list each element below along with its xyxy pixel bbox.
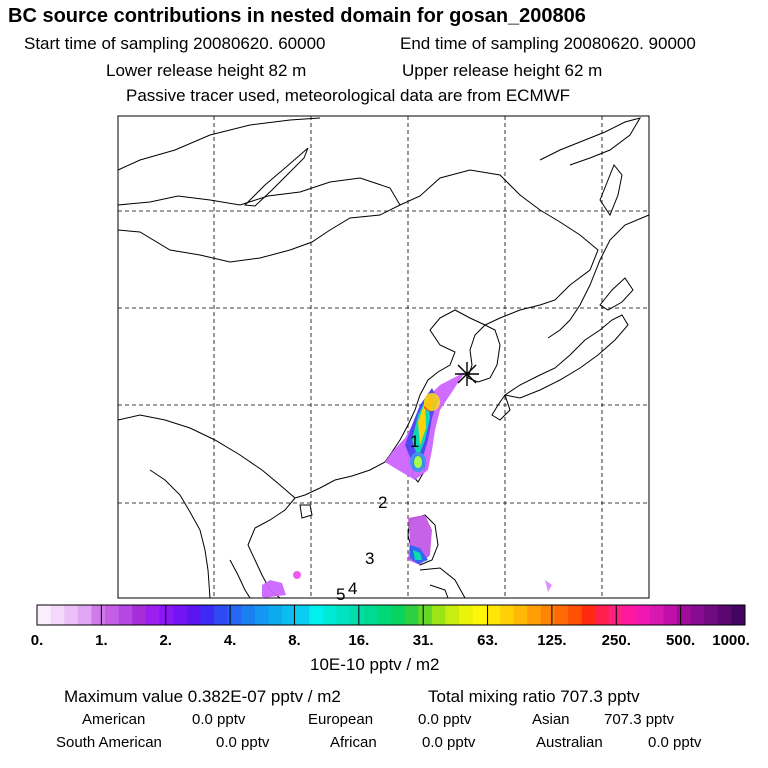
colorbar-swatch bbox=[499, 605, 515, 625]
colorbar-swatch bbox=[322, 605, 338, 625]
map-frame bbox=[117, 115, 650, 599]
colorbar-tick-label: 1000. bbox=[712, 632, 750, 649]
colorbar-swatch bbox=[568, 605, 583, 625]
colorbar-swatch bbox=[418, 605, 433, 625]
colorbar-swatch bbox=[717, 605, 732, 625]
colorbar-swatch bbox=[295, 605, 310, 625]
australian-label: Australian bbox=[536, 734, 603, 751]
colorbar-swatch bbox=[690, 605, 705, 625]
colorbar bbox=[36, 604, 746, 626]
colorbar-swatch bbox=[554, 605, 569, 625]
colorbar-swatch bbox=[391, 605, 406, 625]
region-label: 2 bbox=[378, 493, 387, 512]
colorbar-swatch bbox=[731, 605, 746, 625]
region-label: 5 bbox=[336, 585, 345, 604]
coastlines bbox=[117, 117, 650, 599]
colorbar-swatch bbox=[268, 605, 283, 625]
colorbar-swatch bbox=[282, 605, 297, 625]
region-label: 4 bbox=[348, 579, 357, 598]
american-label: American bbox=[82, 711, 146, 728]
gosan-station-marker bbox=[455, 362, 479, 386]
asian-value: 707.3 pptv bbox=[604, 711, 675, 728]
colorbar-tick-label: 16. bbox=[348, 632, 370, 649]
colorbar-tick-label: 500. bbox=[666, 632, 696, 649]
colorbar-swatch bbox=[254, 605, 269, 625]
colorbar-swatch bbox=[132, 605, 147, 625]
colorbar-swatch bbox=[622, 605, 637, 625]
australian-value: 0.0 pptv bbox=[648, 734, 702, 751]
colorbar-unit: 10E-10 pptv / m2 bbox=[310, 655, 440, 674]
colorbar-swatch bbox=[663, 605, 678, 625]
colorbar-swatch bbox=[159, 605, 174, 625]
region-label: 3 bbox=[365, 549, 374, 568]
colorbar-swatch bbox=[431, 605, 446, 625]
colorbar-swatch bbox=[227, 605, 242, 625]
african-label: African bbox=[330, 734, 377, 751]
upper-release-height: Upper release height 62 m bbox=[402, 61, 603, 80]
plot-title: BC source contributions in nested domain… bbox=[8, 5, 586, 27]
max-value: Maximum value 0.382E-07 pptv / m2 bbox=[64, 687, 341, 706]
colorbar-tick-label: 0. bbox=[30, 632, 44, 649]
start-time: Start time of sampling 20080620. 60000 bbox=[24, 34, 326, 53]
colorbar-swatch bbox=[527, 605, 542, 625]
colorbar-swatch bbox=[118, 605, 133, 625]
colorbar-tick-label: 8. bbox=[288, 632, 301, 649]
end-time: End time of sampling 20080620. 90000 bbox=[400, 34, 696, 53]
colorbar-swatch bbox=[676, 605, 692, 625]
african-value: 0.0 pptv bbox=[422, 734, 476, 751]
colorbar-swatch bbox=[513, 605, 528, 625]
colorbar-swatch bbox=[445, 605, 460, 625]
colorbar-swatch bbox=[404, 605, 419, 625]
colorbar-tick-label: 1. bbox=[95, 632, 108, 649]
colorbar-tick-label: 4. bbox=[223, 632, 237, 649]
colorbar-swatch bbox=[186, 605, 201, 625]
colorbar-tick-label: 63. bbox=[477, 632, 498, 649]
colorbar-swatch bbox=[377, 605, 392, 625]
colorbar-swatch bbox=[581, 605, 596, 625]
european-value: 0.0 pptv bbox=[418, 711, 472, 728]
colorbar-swatch bbox=[50, 605, 65, 625]
colorbar-swatch bbox=[704, 605, 719, 625]
colorbar-swatch bbox=[77, 605, 92, 625]
colorbar-swatch bbox=[145, 605, 161, 625]
european-label: European bbox=[308, 711, 374, 728]
colorbar-tick-label: 2. bbox=[159, 632, 172, 649]
colorbar-swatch bbox=[336, 605, 351, 625]
colorbar-swatch bbox=[350, 605, 365, 625]
total-mixing-ratio: Total mixing ratio 707.3 pptv bbox=[428, 687, 640, 706]
american-value: 0.0 pptv bbox=[192, 711, 246, 728]
lat-lon-grid bbox=[118, 116, 649, 598]
colorbar-swatch bbox=[91, 605, 106, 625]
colorbar-swatch bbox=[459, 605, 474, 625]
colorbar-tick-label: 250. bbox=[601, 632, 631, 649]
colorbar-swatch bbox=[486, 605, 501, 625]
region-label: 1 bbox=[410, 432, 419, 451]
lower-release-height: Lower release height 82 m bbox=[106, 61, 307, 80]
colorbar-swatch bbox=[595, 605, 610, 625]
colorbar-swatch bbox=[214, 605, 229, 625]
concentration-plume bbox=[262, 372, 552, 598]
colorbar-swatch bbox=[37, 605, 52, 625]
colorbar-swatch bbox=[540, 605, 555, 625]
colorbar-swatch bbox=[200, 605, 215, 625]
colorbar-swatch bbox=[636, 605, 651, 625]
colorbar-swatch bbox=[173, 605, 188, 625]
colorbar-swatch bbox=[105, 605, 120, 625]
colorbar-tick-label: 31. bbox=[412, 632, 434, 649]
south-american-value: 0.0 pptv bbox=[216, 734, 270, 751]
asian-label: Asian bbox=[532, 711, 570, 728]
tracer-note: Passive tracer used, meteorological data… bbox=[126, 86, 571, 105]
colorbar-tick-label: 125. bbox=[537, 632, 567, 649]
colorbar-swatch bbox=[241, 605, 256, 625]
colorbar-swatch bbox=[649, 605, 664, 625]
colorbar-swatch bbox=[363, 605, 378, 625]
south-american-label: South American bbox=[56, 734, 162, 751]
colorbar-swatch bbox=[472, 605, 487, 625]
colorbar-swatch bbox=[64, 605, 79, 625]
colorbar-swatch bbox=[309, 605, 324, 625]
